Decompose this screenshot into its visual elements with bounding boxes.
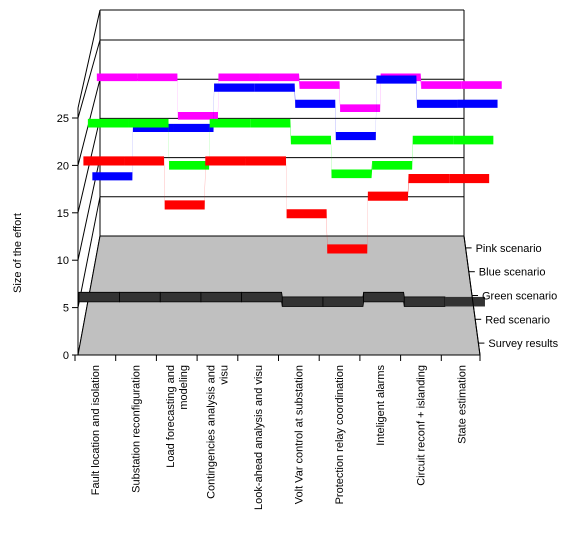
x-tick-label-group: Circuit reconf + islanding	[416, 365, 428, 486]
x-tick-label-group: Substation reconfiguration	[131, 365, 143, 493]
depth-label: Pink scenario	[476, 243, 542, 255]
series-segment	[124, 156, 165, 210]
depth-label: Survey results	[488, 338, 558, 350]
series-segment	[281, 296, 324, 307]
series-segment	[87, 118, 129, 128]
x-tick-label-group: Fault location and isolation	[90, 365, 102, 495]
x-tick-label-group: Inteligent alarms	[375, 365, 387, 446]
series-segment	[214, 83, 255, 92]
x-tick-label: Protection relay coordination	[334, 365, 346, 504]
series-segment	[295, 99, 336, 141]
x-axis-ticks: Fault location and isolation Substation r…	[74, 354, 481, 510]
x-tick-label: Fault location and isolation	[90, 365, 102, 495]
x-tick-label: Circuit reconf + islanding	[416, 365, 428, 486]
x-tick-label: Load forecasting and	[165, 365, 177, 468]
series-segment	[259, 73, 300, 89]
x-tick-label-group: Protection relay coordination	[334, 365, 346, 504]
x-tick-label-group: State estimation	[456, 365, 468, 444]
x-tick-label: visu	[219, 365, 231, 385]
depth-label: Red scenario	[485, 314, 550, 326]
series-segment	[412, 135, 454, 145]
series-segment	[250, 118, 291, 145]
series-segment	[254, 83, 296, 108]
series-segment	[218, 73, 260, 82]
series-segment	[376, 75, 417, 108]
x-tick-label-group: Volt Var control at substation	[294, 365, 306, 504]
series-segment	[299, 81, 341, 112]
y-tick-label: 15	[57, 208, 69, 220]
series-segment	[372, 135, 413, 170]
series-survey-results	[78, 291, 485, 307]
series-segment	[290, 135, 332, 179]
left-wall-gridline	[77, 196, 101, 308]
series-segment	[96, 73, 138, 82]
left-wall-gridline	[77, 118, 101, 213]
series-segment	[159, 291, 202, 303]
left-wall	[78, 10, 100, 355]
y-axis-title: Size of the effort	[12, 213, 24, 293]
left-wall-gridline	[77, 39, 101, 119]
series-segment	[286, 209, 328, 254]
x-tick-label-group: Contingencies analysis and visu	[206, 365, 231, 499]
x-tick-label: Inteligent alarms	[375, 365, 387, 446]
series-segment	[92, 123, 133, 181]
series-segment	[403, 296, 446, 307]
y-tick-label: 25	[57, 113, 69, 125]
chart-series-group	[78, 73, 502, 307]
series-segment	[335, 75, 377, 141]
series-segment	[327, 191, 368, 254]
x-tick-label: Volt Var control at substation	[294, 365, 306, 504]
series-segment	[200, 291, 243, 303]
y-axis-ticks: 0 5 10 15 20 25	[57, 113, 78, 362]
series-segment	[83, 156, 125, 166]
series-segment	[137, 73, 178, 120]
series-segment	[119, 291, 161, 303]
y-tick-label: 0	[63, 350, 69, 362]
series-segment	[408, 174, 450, 184]
x-tick-label: Substation reconfiguration	[131, 365, 143, 493]
series-segment	[367, 174, 409, 201]
series-segment	[331, 161, 373, 179]
series-segment	[416, 99, 458, 108]
left-top-edge	[77, 9, 101, 109]
y-tick-label: 10	[57, 255, 69, 267]
series-segment	[209, 118, 251, 128]
series-segment	[164, 156, 206, 210]
y-tick-label: 5	[63, 303, 69, 315]
series-segment	[340, 73, 381, 112]
x-tick-label: State estimation	[456, 365, 468, 444]
y-tick-label: 20	[57, 160, 69, 172]
x-tick-label: Contingencies analysis and	[206, 365, 218, 499]
series-segment	[245, 156, 287, 219]
x-tick-label-group: Load forecasting and modeling	[165, 365, 190, 468]
series-segment	[421, 81, 462, 89]
x-tick-label: Look-ahead analysis and visu	[253, 365, 265, 510]
series-segment	[177, 73, 219, 120]
series-red-scenario	[83, 156, 490, 254]
series-segment	[128, 118, 170, 170]
x-tick-label-group: Look-ahead analysis and visu	[253, 365, 265, 510]
x-tick-label: modeling	[178, 365, 190, 410]
depth-label: Green scenario	[482, 291, 557, 303]
depth-label: Blue scenario	[479, 267, 546, 279]
series-segment	[78, 291, 120, 303]
depth-axis-labels: Pink scenario Blue scenario Green scenario…	[463, 235, 559, 356]
series-segment	[205, 156, 246, 166]
